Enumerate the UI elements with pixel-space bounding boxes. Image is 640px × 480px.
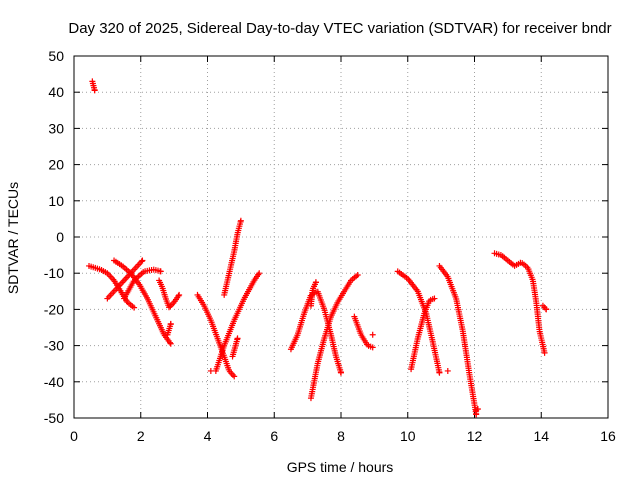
chart-title: Day 320 of 2025, Sidereal Day-to-day VTE… xyxy=(68,20,611,37)
grid-lines xyxy=(74,56,608,418)
y-tick-label: 0 xyxy=(56,229,64,245)
data-point xyxy=(369,344,376,351)
data-point xyxy=(175,292,182,299)
data-point xyxy=(369,331,376,338)
y-tick-label: 20 xyxy=(48,157,64,173)
x-tick-label: 6 xyxy=(270,428,278,444)
data-point xyxy=(231,373,238,380)
x-axis-label: GPS time / hours xyxy=(287,459,394,475)
axis-ticks: 0 2 4 6 8 10 12 14 16 -50 -40 -30 -20 -10 0 10 20 30 40 50 xyxy=(44,48,616,444)
data-point xyxy=(444,367,451,374)
y-tick-label: -30 xyxy=(44,338,64,354)
data-point xyxy=(139,257,146,264)
data-point xyxy=(165,304,172,311)
y-tick-label: 50 xyxy=(48,48,64,64)
y-tick-label: -20 xyxy=(44,301,64,317)
data-point xyxy=(157,268,164,275)
y-axis-label: SDTVAR / TECUs xyxy=(5,182,21,294)
y-tick-label: 30 xyxy=(48,120,64,136)
data-point xyxy=(431,295,438,302)
data-point xyxy=(543,306,550,313)
y-tick-label: -40 xyxy=(44,374,64,390)
data-point xyxy=(312,279,319,286)
y-tick-label: 40 xyxy=(48,84,64,100)
x-tick-label: 10 xyxy=(400,428,416,444)
data-point xyxy=(474,405,481,412)
data-point xyxy=(338,369,344,376)
data-point xyxy=(354,272,361,279)
x-tick-label: 2 xyxy=(137,428,145,444)
y-tick-label: -10 xyxy=(44,265,64,281)
data-point xyxy=(237,217,244,224)
data-point xyxy=(167,339,174,346)
x-tick-label: 0 xyxy=(70,428,78,444)
data-point xyxy=(167,320,174,327)
x-tick-label: 16 xyxy=(600,428,616,444)
x-tick-label: 4 xyxy=(204,428,212,444)
data-point xyxy=(176,291,183,298)
data-point xyxy=(138,258,145,265)
data-point xyxy=(91,87,98,94)
x-tick-label: 14 xyxy=(533,428,549,444)
x-tick-label: 12 xyxy=(467,428,483,444)
data-point xyxy=(541,349,548,356)
data-point xyxy=(207,367,214,374)
data-point xyxy=(167,340,174,347)
x-tick-label: 8 xyxy=(337,428,345,444)
data-point xyxy=(234,335,241,342)
data-point xyxy=(131,304,138,311)
data-point xyxy=(436,369,443,376)
y-tick-label: 10 xyxy=(48,193,64,209)
data-point xyxy=(256,270,263,277)
data-points xyxy=(86,78,550,418)
y-tick-label: -50 xyxy=(44,410,64,426)
